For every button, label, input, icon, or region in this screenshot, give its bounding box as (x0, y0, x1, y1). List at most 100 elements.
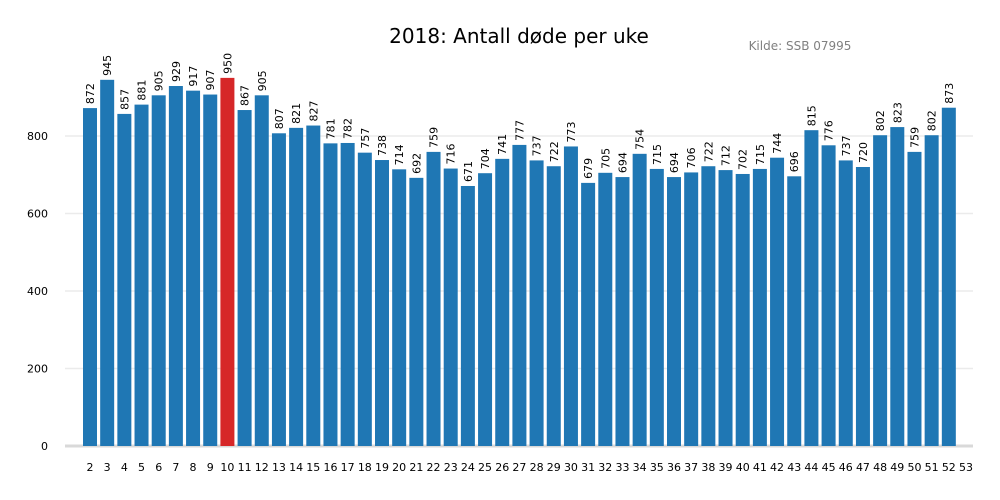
bar (512, 144, 527, 446)
x-tick-label: 13 (272, 461, 286, 474)
data-label: 776 (823, 120, 836, 141)
data-label: 714 (393, 144, 406, 165)
bar (667, 177, 681, 446)
bar (271, 133, 286, 446)
data-label: 945 (101, 55, 114, 76)
x-tick-label: 43 (787, 461, 801, 474)
x-tick-label: 37 (684, 461, 698, 474)
bar (598, 172, 613, 446)
bar (718, 170, 733, 446)
bar (632, 153, 647, 446)
x-tick-label: 48 (873, 461, 887, 474)
bar (117, 113, 132, 446)
y-tick-labels: 0 200 400 600 800 (27, 130, 48, 453)
x-tick-label: 22 (427, 461, 441, 474)
x-tick-label: 15 (306, 461, 320, 474)
data-label: 694 (668, 152, 681, 173)
chart-title: 2018: Antall døde per uke (389, 24, 649, 48)
data-label: 827 (307, 101, 320, 122)
bar-highlight (220, 77, 235, 446)
bar (254, 95, 269, 446)
x-tick-label: 23 (444, 461, 458, 474)
x-tick-label: 3 (104, 461, 111, 474)
data-label: 872 (84, 83, 97, 104)
data-label: 782 (342, 118, 355, 139)
x-tick-label: 46 (839, 461, 853, 474)
data-label: 737 (840, 135, 853, 156)
bar (546, 166, 561, 446)
x-tick-label: 45 (822, 461, 836, 474)
bar (529, 160, 544, 446)
data-label: 905 (256, 70, 269, 91)
data-label: 802 (874, 110, 887, 131)
x-tick-labels: 2 3 4 5 6 7 8 9 10 11 12 13 14 15 16 17 18 19 20 21 22 23 24 25… (87, 461, 974, 474)
data-label: 781 (324, 118, 337, 139)
x-tick-label: 29 (547, 461, 561, 474)
x-tick-label: 50 (907, 461, 921, 474)
bar (924, 135, 939, 446)
bar (855, 167, 870, 446)
bar (890, 127, 905, 447)
y-tick-label: 600 (27, 208, 48, 221)
data-label: 737 (531, 135, 544, 156)
x-tick-label: 28 (530, 461, 544, 474)
bar (907, 151, 922, 446)
data-label: 759 (908, 127, 921, 148)
bar (237, 110, 252, 446)
data-label: 815 (805, 105, 818, 126)
y-tick-label: 200 (27, 363, 48, 376)
data-labels: 872 945 857 881 905 929 917 907 950 867 905 807 821 8… (84, 53, 956, 182)
data-label: 907 (204, 70, 217, 91)
x-tick-label: 16 (323, 461, 337, 474)
data-label: 696 (788, 151, 801, 172)
bar (203, 94, 218, 446)
x-tick-label: 17 (341, 461, 355, 474)
bar (873, 135, 888, 446)
data-label: 867 (239, 85, 252, 106)
x-tick-label: 53 (959, 461, 973, 474)
x-tick-label: 20 (392, 461, 406, 474)
bar (306, 125, 321, 446)
data-label: 802 (926, 110, 939, 131)
bar (151, 95, 166, 446)
x-tick-label: 30 (564, 461, 578, 474)
y-tick-label: 800 (27, 130, 48, 143)
data-label: 821 (290, 103, 303, 124)
bar (392, 169, 407, 446)
bar (443, 168, 458, 447)
x-tick-label: 52 (942, 461, 956, 474)
x-tick-label: 4 (121, 461, 128, 474)
bar (838, 160, 853, 446)
x-tick-label: 11 (238, 461, 252, 474)
bar (804, 130, 819, 446)
bar (649, 168, 664, 446)
bar (495, 158, 510, 447)
data-label: 722 (702, 141, 715, 162)
x-tick-label: 25 (478, 461, 492, 474)
bar (941, 107, 956, 447)
data-label: 722 (548, 141, 561, 162)
data-label: 679 (582, 158, 595, 179)
data-label: 744 (771, 133, 784, 154)
x-tick-label: 24 (461, 461, 475, 474)
bar (289, 127, 304, 447)
x-tick-label: 27 (512, 461, 526, 474)
x-tick-label: 39 (719, 461, 733, 474)
bar (323, 143, 338, 447)
y-tick-label: 400 (27, 285, 48, 298)
data-label: 754 (634, 129, 647, 150)
x-tick-label: 6 (155, 461, 162, 474)
bar (581, 182, 596, 446)
data-label: 720 (857, 142, 870, 163)
x-tick-label: 51 (925, 461, 939, 474)
data-label: 757 (359, 128, 372, 149)
data-label: 873 (943, 83, 956, 104)
x-tick-label: 41 (753, 461, 767, 474)
data-label: 738 (376, 135, 389, 156)
bar (426, 151, 441, 446)
x-tick-label: 2 (87, 461, 94, 474)
data-label: 807 (273, 108, 286, 129)
data-label: 881 (136, 80, 149, 101)
data-label: 715 (651, 144, 664, 165)
